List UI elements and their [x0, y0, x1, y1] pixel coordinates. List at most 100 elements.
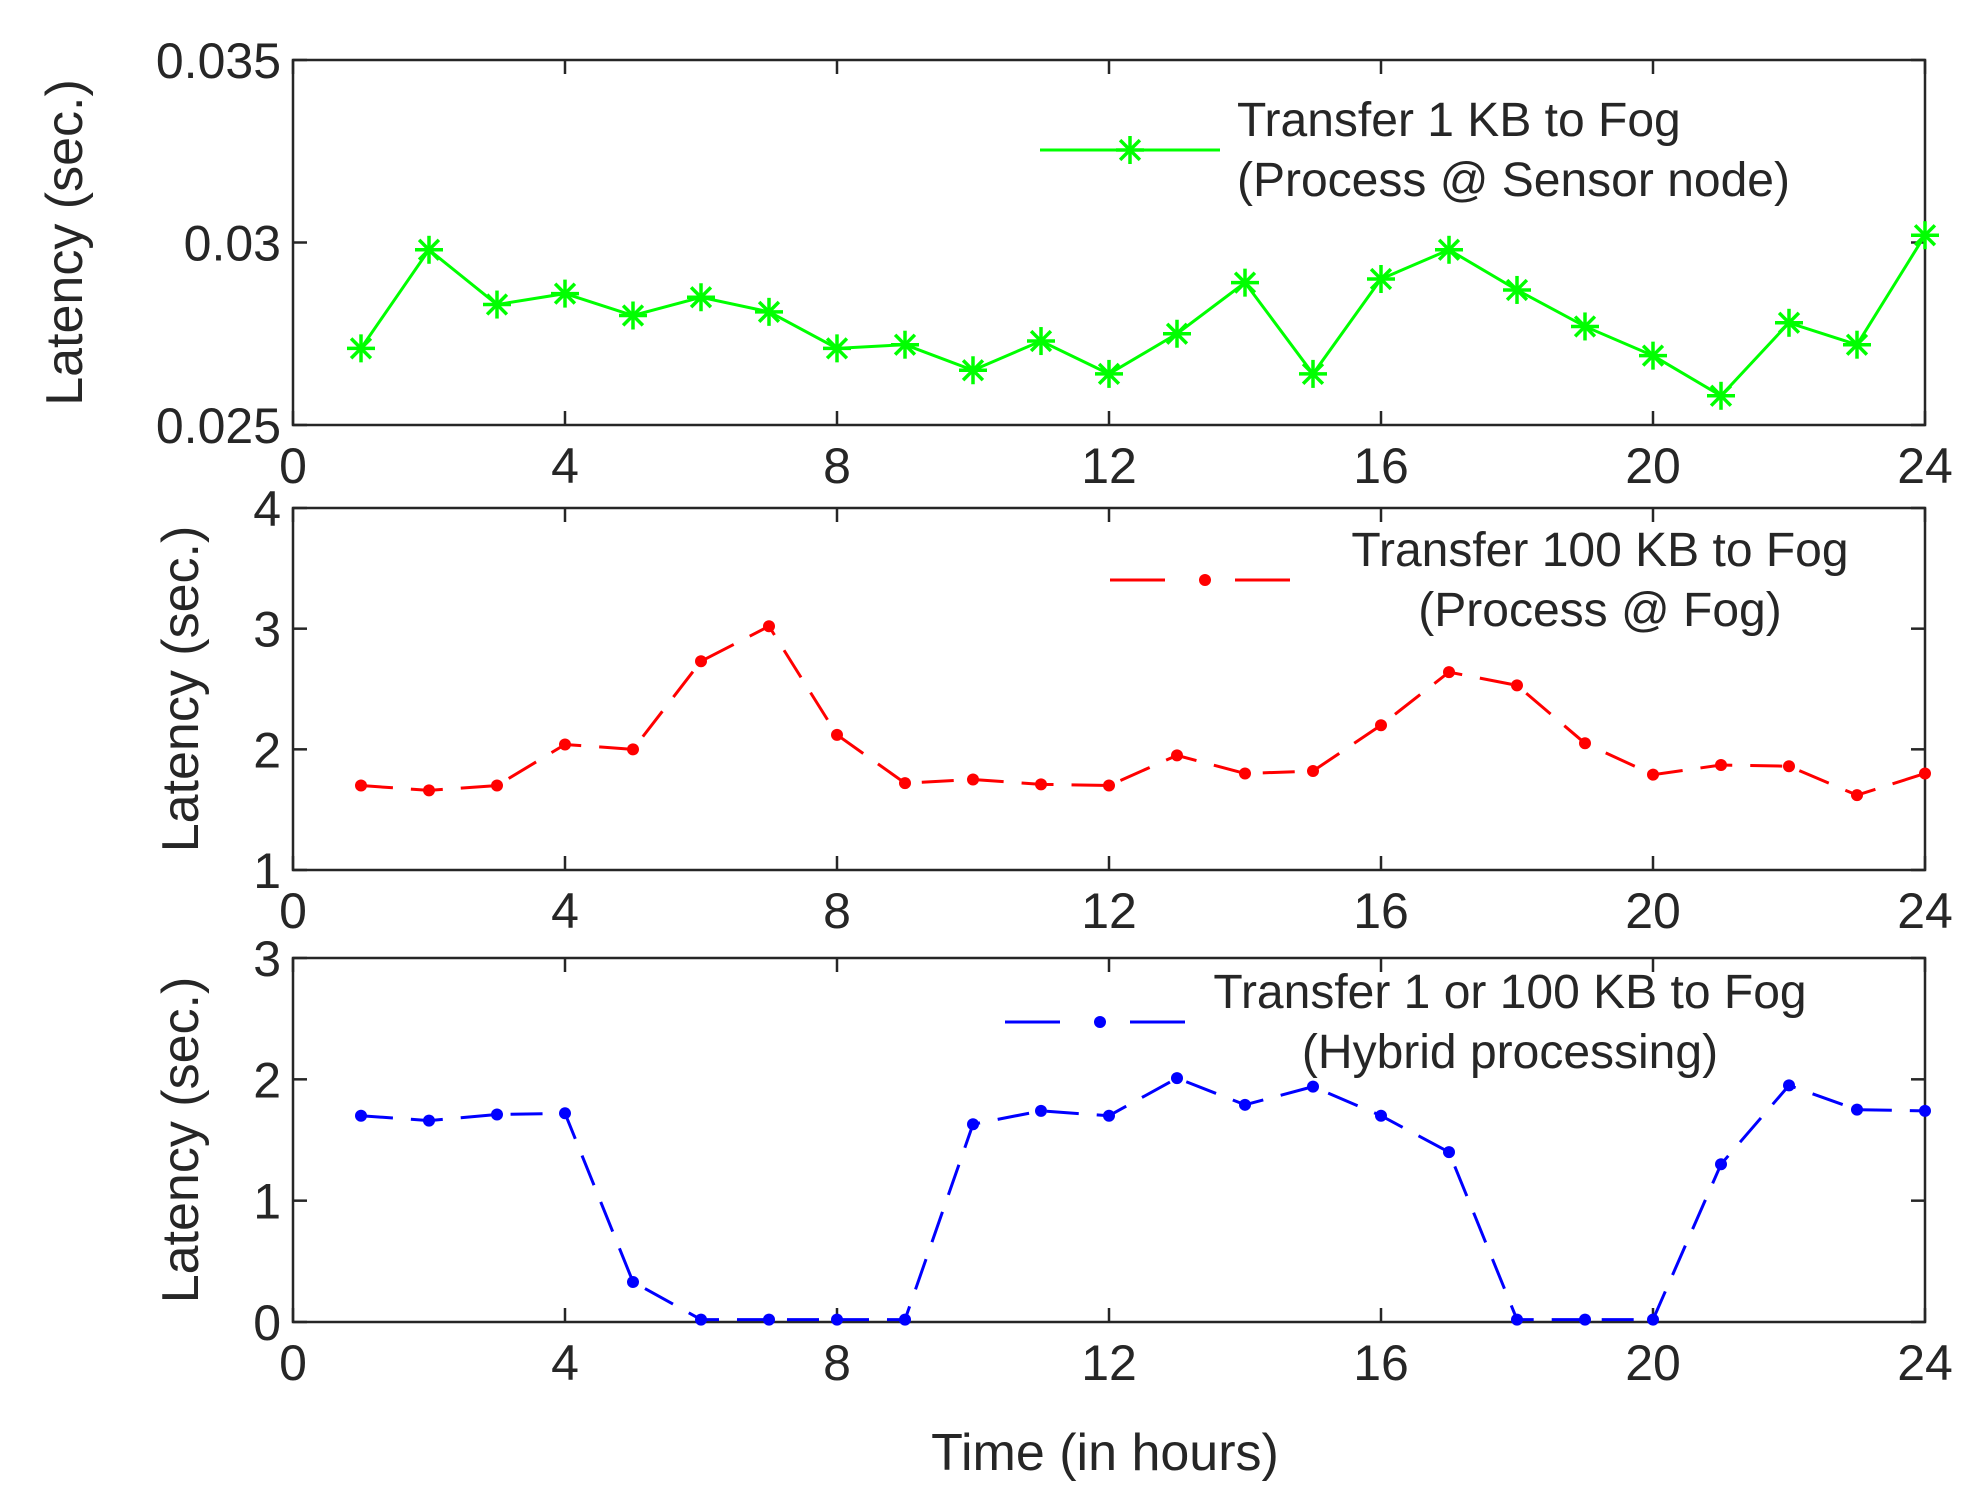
data-point: [1851, 789, 1863, 802]
x-tick-label: 8: [823, 883, 851, 939]
data-point: [1443, 1146, 1455, 1159]
data-point: [1035, 1104, 1047, 1117]
y-tick-label: 1: [253, 843, 281, 899]
data-point: [1367, 265, 1395, 293]
x-tick-label: 0: [279, 1335, 307, 1391]
data-point: [1239, 1098, 1251, 1111]
data-point: [1579, 1313, 1591, 1326]
data-point: [967, 773, 979, 786]
asterisk-stroke: [893, 333, 917, 356]
y-tick-label: 3: [253, 602, 281, 658]
data-point: [1919, 1104, 1931, 1117]
x-tick-label: 16: [1353, 1335, 1409, 1391]
x-tick-label: 20: [1625, 438, 1681, 494]
x-tick-label: 16: [1353, 438, 1409, 494]
asterisk-stroke: [1913, 224, 1937, 247]
data-point: [1027, 327, 1055, 356]
x-tick-label: 4: [551, 438, 579, 494]
legend-marker: [1118, 138, 1142, 162]
data-point: [1715, 759, 1727, 772]
data-point: [695, 655, 707, 668]
data-point: [627, 1275, 639, 1288]
data-point: [1783, 760, 1795, 773]
data-point: [1775, 308, 1803, 337]
y-tick-label: 0.035: [156, 33, 281, 89]
asterisk-stroke: [1573, 315, 1597, 338]
legend: Transfer 100 KB to Fog (Process @ Fog): [1110, 524, 1849, 637]
data-point: [1647, 768, 1659, 781]
asterisk-stroke: [1369, 267, 1393, 291]
x-tick-label: 12: [1081, 438, 1137, 494]
asterisk-stroke: [621, 304, 645, 327]
y-axis-title: Latency (sec.): [36, 79, 94, 406]
data-point: [1571, 312, 1599, 341]
data-point: [687, 283, 715, 312]
data-point: [355, 779, 367, 792]
data-point: [423, 1114, 435, 1127]
x-tick-label: 12: [1081, 1335, 1137, 1391]
data-point: [755, 297, 783, 326]
legend-marker: [1199, 574, 1211, 586]
x-tick-label: 8: [823, 438, 851, 494]
data-point: [959, 356, 987, 385]
legend-label: Transfer 100 KB to Fog: [1351, 524, 1848, 577]
y-tick-label: 1: [253, 1174, 281, 1230]
data-point: [1511, 679, 1523, 692]
data-point: [1163, 319, 1191, 348]
data-point: [1307, 1080, 1319, 1093]
asterisk-stroke: [825, 337, 849, 360]
data-point: [1307, 765, 1319, 778]
y-tick-label: 2: [253, 722, 281, 778]
data-point: [355, 1109, 367, 1122]
data-point: [619, 301, 647, 330]
asterisk-stroke: [1233, 271, 1257, 294]
asterisk-stroke: [1165, 322, 1189, 345]
legend-label: (Process @ Sensor node): [1237, 154, 1790, 207]
data-point: [1783, 1079, 1795, 1092]
data-point: [551, 279, 579, 308]
data-point: [1171, 749, 1183, 762]
data-point: [823, 334, 851, 363]
data-point: [559, 738, 571, 751]
data-point: [491, 1108, 503, 1121]
data-point: [1103, 779, 1115, 792]
x-tick-label: 16: [1353, 883, 1409, 939]
legend: Transfer 1 KB to Fog (Process @ Sensor no…: [1040, 94, 1790, 207]
asterisk-stroke: [961, 359, 985, 382]
asterisk-stroke: [757, 300, 781, 323]
data-point: [1231, 268, 1259, 297]
data-point: [1299, 359, 1327, 388]
asterisk-stroke: [1777, 311, 1801, 334]
data-point: [627, 743, 639, 756]
x-tick-label: 24: [1897, 438, 1953, 494]
y-tick-label: 3: [253, 931, 281, 987]
data-point: [967, 1118, 979, 1131]
asterisk-stroke: [1505, 278, 1529, 302]
data-point: [899, 1313, 911, 1326]
x-tick-label: 12: [1081, 883, 1137, 939]
data-point: [899, 777, 911, 790]
asterisk-stroke: [1301, 362, 1325, 386]
data-point: [1647, 1313, 1659, 1326]
y-tick-label: 2: [253, 1052, 281, 1108]
data-point: [1239, 767, 1251, 780]
data-point: [1435, 235, 1463, 264]
data-point: [415, 235, 443, 264]
asterisk-stroke: [553, 282, 577, 305]
data-point: [831, 728, 843, 741]
data-point: [1511, 1313, 1523, 1326]
y-tick-label: 0.03: [184, 216, 281, 272]
x-tick-label: 0: [279, 883, 307, 939]
x-tick-label: 24: [1897, 883, 1953, 939]
legend-label: Transfer 1 or 100 KB to Fog: [1213, 966, 1806, 1019]
asterisk-stroke: [689, 286, 713, 309]
data-point: [1919, 767, 1931, 780]
series-line: [360, 624, 1926, 797]
data-point: [347, 334, 375, 363]
legend: Transfer 1 or 100 KB to Fog (Hybrid proce…: [1005, 966, 1807, 1079]
legend-marker: [1094, 1016, 1106, 1028]
asterisk-stroke: [1437, 238, 1461, 261]
